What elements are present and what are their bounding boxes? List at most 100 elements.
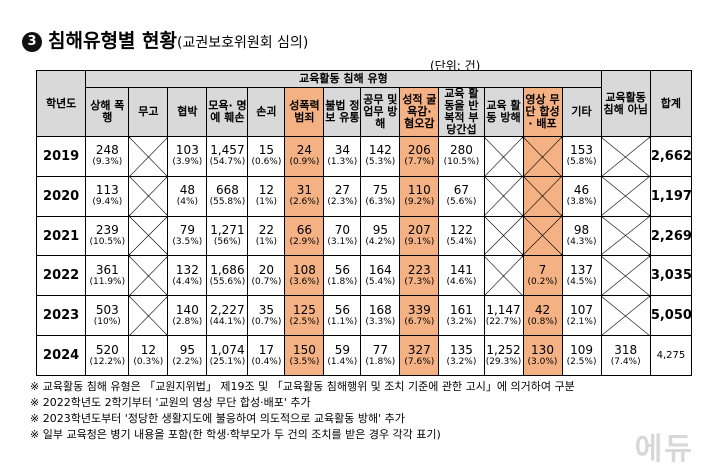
cell-count: 280 bbox=[449, 143, 473, 158]
title-main: 침해유형별 현황 bbox=[48, 30, 177, 52]
data-cell: 141 (4.6%) bbox=[438, 255, 485, 297]
cell-percent: (3.1%) bbox=[327, 237, 358, 248]
cell-percent: (10.5%) bbox=[443, 157, 480, 168]
data-cell: 142 (5.3%) bbox=[360, 136, 401, 177]
cell-percent: (25.1%) bbox=[209, 356, 246, 367]
cell-percent: (5.8%) bbox=[566, 157, 597, 168]
cell-count: 22 bbox=[258, 223, 275, 238]
cell-count: 239 bbox=[95, 223, 119, 238]
cell-count: 48 bbox=[179, 183, 196, 198]
total-cell: 2,662 bbox=[649, 136, 693, 177]
cell-percent: (1%) bbox=[255, 197, 278, 208]
total-cell: 2,269 bbox=[649, 215, 693, 257]
header-type: 모욕· 명예 훼손 bbox=[206, 87, 249, 137]
cell-percent: (4.5%) bbox=[566, 276, 597, 287]
data-cell: 107 (2.1%) bbox=[561, 295, 602, 337]
data-cell: 79 (3.5%) bbox=[167, 215, 208, 257]
not-applicable-cell bbox=[600, 215, 651, 257]
cell-count: 107 bbox=[570, 302, 593, 317]
not-applicable-cell bbox=[483, 255, 524, 297]
cell-percent: (11.9%) bbox=[89, 276, 126, 287]
not-applicable-cell bbox=[600, 295, 651, 337]
cell-count: 122 bbox=[449, 223, 473, 238]
title-subtitle: (교권보호위원회 심의) bbox=[176, 35, 309, 51]
header-group: 교육활동 침해 유형 bbox=[85, 70, 602, 88]
data-cell: 56 (1.1%) bbox=[323, 295, 362, 337]
cell-count: 109 bbox=[570, 342, 593, 357]
cell-percent: (10%) bbox=[93, 316, 121, 327]
cell-count: 95 bbox=[179, 342, 196, 357]
cell-percent: (6.7%) bbox=[404, 316, 435, 327]
cell-count: 1,074 bbox=[210, 342, 245, 357]
year-cell: 2022 bbox=[35, 255, 87, 297]
cell-percent: (55.6%) bbox=[209, 276, 246, 287]
data-cell: 35 (0.7%) bbox=[247, 295, 286, 337]
cell-count: 520 bbox=[95, 342, 119, 357]
cell-count: 125 bbox=[292, 302, 316, 317]
not-applicable-cell bbox=[128, 136, 169, 177]
header-type: 성적 굴욕감· 혐오감 bbox=[399, 87, 440, 137]
table-row: 2020 113 (9.4%) 48 (4%) 668 (55.8%) 12 (1%) 31 (2.… bbox=[35, 175, 693, 217]
cell-count: 168 bbox=[368, 302, 392, 317]
data-cell: 520 (12.2%) bbox=[85, 335, 130, 376]
header-row: 상해 폭행 무고 협박 모욕· 명예 훼손 손괴 성폭력 범죄 불법 정보 유통 공무 및 업… bbox=[37, 87, 692, 137]
cell-percent: (9.1%) bbox=[404, 237, 435, 248]
not-applicable-cell bbox=[483, 136, 524, 177]
not-applicable-cell bbox=[600, 136, 651, 177]
cell-percent: (0.3%) bbox=[133, 356, 164, 367]
data-cell: 140 (2.8%) bbox=[167, 295, 208, 337]
cell-percent: (12.2%) bbox=[89, 356, 126, 367]
cell-percent: (3.2%) bbox=[446, 356, 477, 367]
cell-count: 70 bbox=[334, 223, 350, 238]
cell-percent: (0.4%) bbox=[251, 356, 282, 367]
cell-percent: (5.6%) bbox=[446, 197, 477, 208]
cell-count: 17 bbox=[258, 342, 275, 357]
not-applicable-cell bbox=[600, 175, 651, 217]
header-total: 합계 bbox=[649, 70, 693, 137]
cell-percent: (3.5%) bbox=[172, 237, 203, 248]
cell-percent: (4.6%) bbox=[446, 276, 477, 287]
data-cell: 361 (11.9%) bbox=[85, 255, 130, 297]
data-cell: 1,457 (54.7%) bbox=[206, 136, 249, 177]
not-applicable-cell bbox=[522, 215, 563, 257]
cell-percent: (56%) bbox=[213, 237, 241, 248]
cell-count: 318 bbox=[614, 342, 638, 357]
table-row: 2022 361 (11.9%) 132 (4.4%) 1,686 (55.6%) 20 (0.… bbox=[35, 255, 693, 297]
cell-count: 248 bbox=[95, 143, 119, 158]
cell-count: 79 bbox=[179, 223, 196, 238]
data-cell: 34 (1.3%) bbox=[323, 136, 362, 177]
cell-count: 75 bbox=[372, 183, 388, 198]
cell-count: 24 bbox=[296, 143, 313, 158]
cell-count: 1,271 bbox=[210, 223, 245, 238]
cell-percent: (5.3%) bbox=[365, 157, 396, 168]
cell-count: 206 bbox=[407, 143, 431, 158]
cell-percent: (1.8%) bbox=[327, 276, 358, 287]
header-year: 학년도 bbox=[35, 70, 87, 137]
cell-percent: (2.8%) bbox=[172, 316, 203, 327]
cell-count: 42 bbox=[534, 302, 551, 317]
data-cell: 48 (4%) bbox=[167, 175, 208, 217]
not-applicable-cell bbox=[522, 136, 563, 177]
cell-count: 27 bbox=[334, 183, 350, 198]
cell-percent: (29.3%) bbox=[485, 356, 522, 367]
cell-count: 35 bbox=[258, 302, 275, 317]
header-type: 공무 및 업무 방해 bbox=[360, 87, 401, 137]
cell-count: 56 bbox=[334, 302, 350, 317]
cell-count: 1,147 bbox=[486, 302, 521, 317]
data-cell: 95 (4.2%) bbox=[360, 215, 401, 257]
not-applicable-cell bbox=[483, 175, 524, 217]
data-cell: 130 (3.0%) bbox=[522, 335, 563, 376]
cell-count: 150 bbox=[292, 342, 316, 357]
data-cell: 110 (9.2%) bbox=[399, 175, 440, 217]
header-type: 기타 bbox=[561, 87, 602, 137]
cell-count: 141 bbox=[449, 262, 473, 277]
cell-percent: (3.5%) bbox=[289, 356, 320, 367]
cell-percent: (0.8%) bbox=[527, 316, 558, 327]
data-cell: 1,252 (29.3%) bbox=[483, 335, 524, 376]
header-type: 교육 활동을 반복적 부당간섭 bbox=[438, 87, 485, 137]
cell-count: 108 bbox=[292, 262, 316, 277]
cell-count: 327 bbox=[407, 342, 431, 357]
data-cell: 122 (5.4%) bbox=[438, 215, 485, 257]
cell-percent: (9.3%) bbox=[92, 157, 123, 168]
cell-count: 361 bbox=[95, 262, 119, 277]
